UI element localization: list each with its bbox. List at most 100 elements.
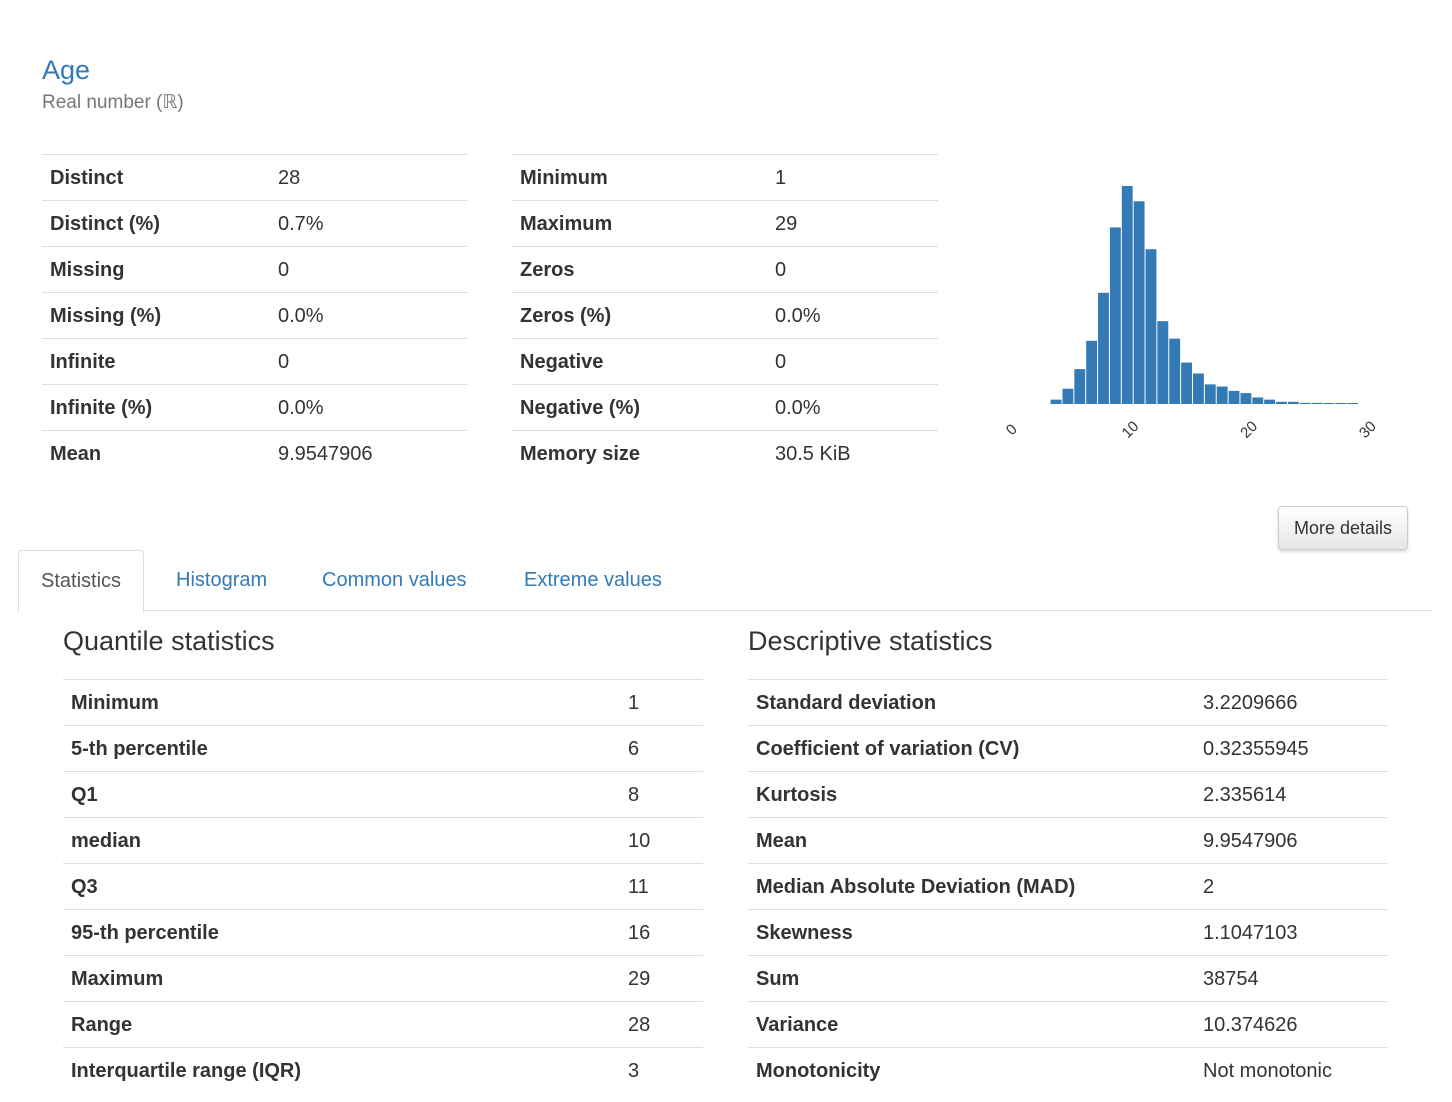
stat-value: 0.0% — [270, 384, 467, 431]
table-row: Q3 11 — [63, 863, 703, 910]
stat-label: Median Absolute Deviation (MAD) — [748, 863, 1195, 910]
table-row: Negative (%) 0.0% — [512, 384, 938, 431]
stat-value: 1 — [767, 154, 938, 201]
stat-value: 28 — [270, 154, 467, 201]
stat-label: Monotonicity — [748, 1047, 1195, 1093]
stat-value: 0 — [270, 338, 467, 385]
histogram-bar — [1169, 338, 1181, 404]
table-row: Mean 9.9547906 — [42, 430, 467, 476]
histogram-bar — [1086, 340, 1098, 404]
table-row: median 10 — [63, 817, 703, 864]
stat-value: 10 — [620, 817, 703, 864]
overview-table-right: Minimum 1 Maximum 29 Zeros 0 Zeros (%) 0.0% … — [512, 154, 938, 476]
stat-label: Mean — [748, 817, 1195, 864]
table-row: Infinite 0 — [42, 338, 467, 385]
tab-extreme-values[interactable]: Extreme values — [524, 568, 662, 591]
stat-value: 0 — [767, 338, 938, 385]
table-row: Maximum 29 — [512, 200, 938, 247]
stat-value: 28 — [620, 1001, 703, 1048]
table-row: Standard deviation 3.2209666 — [748, 679, 1387, 726]
histogram-bar — [1299, 402, 1311, 404]
histogram-bar — [1216, 386, 1228, 404]
stat-value: 16 — [620, 909, 703, 956]
stat-label: Variance — [748, 1001, 1195, 1048]
histogram-bar — [1133, 201, 1145, 404]
stat-label: 5-th percentile — [63, 725, 620, 772]
overview-table-left: Distinct 28 Distinct (%) 0.7% Missing 0 Mis… — [42, 154, 467, 476]
x-tick-label: 20 — [1237, 418, 1261, 442]
more-details-button[interactable]: More details — [1278, 506, 1408, 550]
table-row: Interquartile range (IQR) 3 — [63, 1047, 703, 1093]
table-row: 5-th percentile 6 — [63, 725, 703, 772]
table-row: Range 28 — [63, 1001, 703, 1048]
stat-value: 2 — [1195, 863, 1387, 910]
stat-value: 3 — [620, 1047, 703, 1093]
stat-value: 3.2209666 — [1195, 679, 1387, 726]
histogram-bar — [1323, 403, 1335, 404]
stat-value: 9.9547906 — [1195, 817, 1387, 864]
stat-value: 0.0% — [767, 292, 938, 339]
table-row: Median Absolute Deviation (MAD) 2 — [748, 863, 1387, 910]
x-tick-label: 10 — [1119, 418, 1143, 442]
stat-value: 0.7% — [270, 200, 467, 247]
stat-label: Missing (%) — [42, 292, 270, 339]
stat-label: Memory size — [512, 430, 767, 476]
stat-label: Zeros — [512, 246, 767, 293]
mini-histogram: 0 10 20 30 — [1003, 186, 1380, 442]
stat-label: Zeros (%) — [512, 292, 767, 339]
descriptive-statistics-table: Standard deviation 3.2209666 Coefficient … — [748, 679, 1387, 1093]
variable-type: Real number (ℝ) — [42, 92, 184, 113]
stat-value: 11 — [620, 863, 703, 910]
histogram-bar — [1145, 249, 1157, 404]
table-row: Infinite (%) 0.0% — [42, 384, 467, 431]
stat-label: Infinite (%) — [42, 384, 270, 431]
stat-value: 10.374626 — [1195, 1001, 1387, 1048]
table-row: Zeros 0 — [512, 246, 938, 293]
stat-label: Negative (%) — [512, 384, 767, 431]
histogram-bar — [1347, 403, 1359, 404]
table-row: Minimum 1 — [512, 154, 938, 201]
stat-value: 0 — [270, 246, 467, 293]
stat-value: 29 — [620, 955, 703, 1002]
stat-label: Missing — [42, 246, 270, 293]
stat-label: median — [63, 817, 620, 864]
histogram-bar — [1311, 402, 1323, 404]
table-row: Missing (%) 0.0% — [42, 292, 467, 339]
table-row: Zeros (%) 0.0% — [512, 292, 938, 339]
table-row: Distinct 28 — [42, 154, 467, 201]
histogram-bar — [1204, 384, 1216, 404]
table-row: Distinct (%) 0.7% — [42, 200, 467, 247]
stat-value: 38754 — [1195, 955, 1387, 1002]
table-row: Coefficient of variation (CV) 0.32355945 — [748, 725, 1387, 772]
histogram-bar — [1335, 403, 1347, 404]
histogram-bar — [1062, 388, 1074, 404]
histogram-bar — [1109, 227, 1121, 404]
histogram-bar — [1264, 399, 1276, 404]
tab-statistics[interactable]: Statistics — [18, 550, 145, 612]
stat-label: Standard deviation — [748, 679, 1195, 726]
table-row: Missing 0 — [42, 246, 467, 293]
tab-histogram[interactable]: Histogram — [176, 568, 268, 591]
histogram-bar — [1228, 390, 1240, 404]
stat-label: Maximum — [63, 955, 620, 1002]
stat-label: Negative — [512, 338, 767, 385]
table-row: Kurtosis 2.335614 — [748, 771, 1387, 818]
table-row: Skewness 1.1047103 — [748, 909, 1387, 956]
stat-value: 0.0% — [270, 292, 467, 339]
stat-label: Q3 — [63, 863, 620, 910]
histogram-bar — [1121, 186, 1133, 404]
stat-value: 1 — [620, 679, 703, 726]
variable-name[interactable]: Age — [42, 55, 91, 85]
histogram-bar — [1181, 362, 1192, 404]
histogram-bar — [1240, 393, 1252, 404]
table-row: Mean 9.9547906 — [748, 817, 1387, 864]
stat-label: Kurtosis — [748, 771, 1195, 818]
tab-common-values[interactable]: Common values — [322, 568, 467, 591]
histogram-bar — [1157, 321, 1169, 404]
stat-value: 29 — [767, 200, 938, 247]
table-row: Q1 8 — [63, 771, 703, 818]
stat-label: Sum — [748, 955, 1195, 1002]
stat-value: 0 — [767, 246, 938, 293]
table-row: Minimum 1 — [63, 679, 703, 726]
stat-label: Distinct — [42, 154, 270, 201]
